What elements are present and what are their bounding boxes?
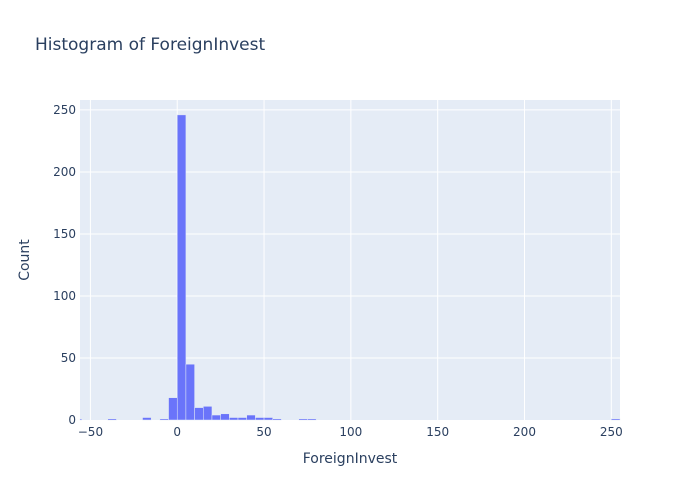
histogram-bar (307, 418, 317, 421)
histogram-bar (255, 417, 265, 421)
histogram-bar (611, 418, 621, 421)
histogram-bar (142, 417, 152, 421)
y-axis-ticks: 0 50 100 150 200 250 (53, 103, 76, 427)
histogram-bar (168, 397, 178, 421)
histogram-bar (246, 414, 256, 421)
x-axis-ticks: −50 0 50 100 150 200 250 (78, 425, 623, 439)
histogram-bar (298, 418, 308, 421)
histogram-bar (194, 407, 204, 421)
y-tick-label: 0 (68, 413, 76, 427)
histogram-bar (263, 417, 273, 421)
y-tick-label: 200 (53, 165, 76, 179)
histogram-bar (203, 406, 213, 421)
x-tick-label: 250 (600, 425, 623, 439)
histogram-bars (79, 114, 621, 421)
histogram-bar (229, 417, 239, 421)
histogram-bar (107, 418, 117, 421)
x-tick-label: 200 (513, 425, 536, 439)
y-tick-label: 100 (53, 289, 76, 303)
x-tick-label: −50 (78, 425, 103, 439)
histogram-bar (211, 414, 221, 421)
x-tick-label: 100 (339, 425, 362, 439)
y-axis-title: Count (17, 239, 33, 281)
x-tick-label: 50 (256, 425, 271, 439)
x-tick-label: 0 (173, 425, 181, 439)
histogram-bar (176, 114, 187, 421)
histogram-bar (79, 418, 82, 421)
y-tick-label: 50 (61, 351, 76, 365)
histogram-bar (159, 418, 169, 421)
chart-title: Histogram of ForeignInvest (35, 35, 265, 55)
y-tick-label: 150 (53, 227, 76, 241)
x-axis-title: ForeignInvest (303, 451, 398, 467)
y-tick-label: 250 (53, 103, 76, 117)
histogram-bar (237, 417, 247, 421)
histogram-bar (272, 418, 282, 421)
histogram-bar (185, 363, 195, 421)
plot-area (80, 100, 620, 420)
histogram-bar (220, 413, 230, 421)
x-tick-label: 150 (426, 425, 449, 439)
